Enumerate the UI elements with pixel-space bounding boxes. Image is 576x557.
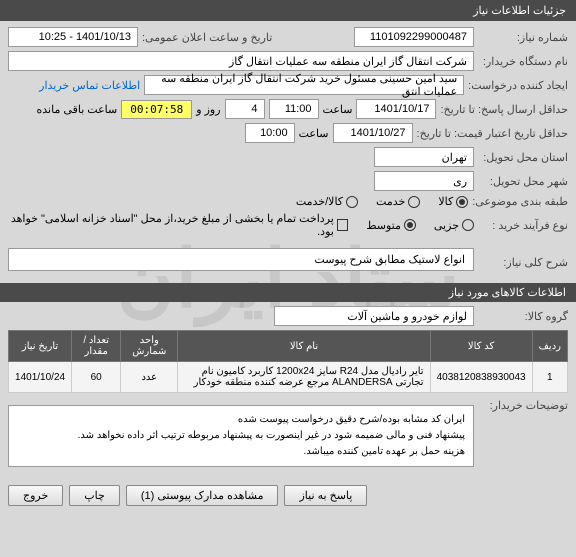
contact-link[interactable]: اطلاعات تماس خریدار [39, 79, 140, 92]
td-name: تایر رادیال مدل R24 سایز 1200x24 کاربرد … [178, 362, 430, 393]
group-field: لوازم خودرو و ماشین آلات [274, 306, 474, 326]
province-label: استان محل تحویل: [478, 151, 568, 164]
table-row[interactable]: 1 4038120838930043 تایر رادیال مدل R24 س… [9, 362, 568, 393]
exit-button[interactable]: خروج [8, 485, 63, 506]
radio-medium[interactable]: متوسط [366, 219, 416, 232]
th-date: تاریخ نیاز [9, 331, 72, 362]
print-button[interactable]: چاپ [69, 485, 120, 506]
th-unit: واحد شمارش [121, 331, 178, 362]
radio-icon [346, 196, 358, 208]
notes-label: توضیحات خریدار: [478, 399, 568, 412]
items-table: ردیف کد کالا نام کالا واحد شمارش تعداد /… [8, 330, 568, 393]
radio-icon [408, 196, 420, 208]
attachments-button[interactable]: مشاهده مدارک پیوستی (1) [126, 485, 279, 506]
reply-button[interactable]: پاسخ به نیاز [284, 485, 367, 506]
radio-icon [404, 219, 416, 231]
footer-bar: پاسخ به نیاز مشاهده مدارک پیوستی (1) چاپ… [0, 477, 576, 514]
city-field: ری [374, 171, 474, 191]
window-title: جزئیات اطلاعات نیاز [473, 5, 566, 17]
th-code: کد کالا [430, 331, 532, 362]
radio-both[interactable]: کالا/خدمت [296, 195, 358, 208]
validity-label: حداقل تاریخ اعتبار قیمت: تا تاریخ: [417, 127, 568, 140]
category-label: طبقه بندی موضوعی: [472, 195, 568, 208]
days-and-label: روز و [196, 103, 220, 116]
announce-label: تاریخ و ساعت اعلان عمومی: [142, 31, 272, 44]
deadline-time-field: 11:00 [269, 99, 319, 119]
td-code: 4038120838930043 [430, 362, 532, 393]
checkbox-icon [337, 219, 349, 231]
city-label: شهر محل تحویل: [478, 175, 568, 188]
validity-date-field: 1401/10/27 [333, 123, 413, 143]
deadline-label: حداقل ارسال پاسخ: تا تاریخ: [440, 103, 568, 116]
time-label-1: ساعت [323, 103, 353, 116]
th-row: ردیف [532, 331, 567, 362]
days-field: 4 [225, 99, 265, 119]
time-label-2: ساعت [299, 127, 329, 140]
process-label: نوع فرآیند خرید : [478, 219, 568, 232]
th-qty: تعداد / مقدار [72, 331, 121, 362]
creator-label: ایجاد کننده درخواست: [468, 79, 568, 92]
need-number-label: شماره نیاز: [478, 31, 568, 44]
deadline-date-field: 1401/10/17 [356, 99, 436, 119]
radio-service[interactable]: خدمت [376, 195, 420, 208]
th-name: نام کالا [178, 331, 430, 362]
radio-icon [456, 196, 468, 208]
notes-box: ایران کد مشابه بوده/شرح دقیق درخواست پیو… [8, 405, 474, 467]
radio-goods[interactable]: کالا [438, 195, 468, 208]
td-unit: عدد [121, 362, 178, 393]
note-line: پیشنهاد فنی و مالی ضمیمه شود در غیر اینص… [17, 428, 465, 444]
province-field: تهران [374, 147, 474, 167]
note-line: هزینه حمل بر عهده تامین کننده میباشد. [17, 444, 465, 460]
td-qty: 60 [72, 362, 121, 393]
creator-field: سید امین حسینی مسئول خرید شرکت انتقال گا… [144, 75, 464, 95]
td-date: 1401/10/24 [9, 362, 72, 393]
buyer-org-label: نام دستگاه خریدار: [478, 55, 568, 68]
need-number-field: 1101092299000487 [354, 27, 474, 47]
desc-label: شرح کلی نیاز: [478, 256, 568, 269]
window-title-bar: جزئیات اطلاعات نیاز [0, 0, 576, 21]
group-label: گروه کالا: [478, 310, 568, 323]
note-line: ایران کد مشابه بوده/شرح دقیق درخواست پیو… [17, 412, 465, 428]
remaining-label: ساعت باقی مانده [37, 103, 118, 116]
countdown-timer: 00:07:58 [121, 100, 192, 119]
radio-small[interactable]: جزیی [434, 219, 474, 232]
radio-icon [462, 219, 474, 231]
checkbox-payment[interactable]: پرداخت تمام یا بخشی از مبلغ خرید،از محل … [8, 212, 348, 238]
validity-time-field: 10:00 [245, 123, 295, 143]
td-row: 1 [532, 362, 567, 393]
announce-field: 1401/10/13 - 10:25 [8, 27, 138, 47]
buyer-org-field: شرکت انتقال گاز ایران منطقه سه عملیات ان… [8, 51, 474, 71]
items-section-title: اطلاعات کالاهای مورد نیاز [0, 283, 576, 302]
desc-box: انواع لاستیک مطابق شرح پیوست [8, 248, 474, 271]
